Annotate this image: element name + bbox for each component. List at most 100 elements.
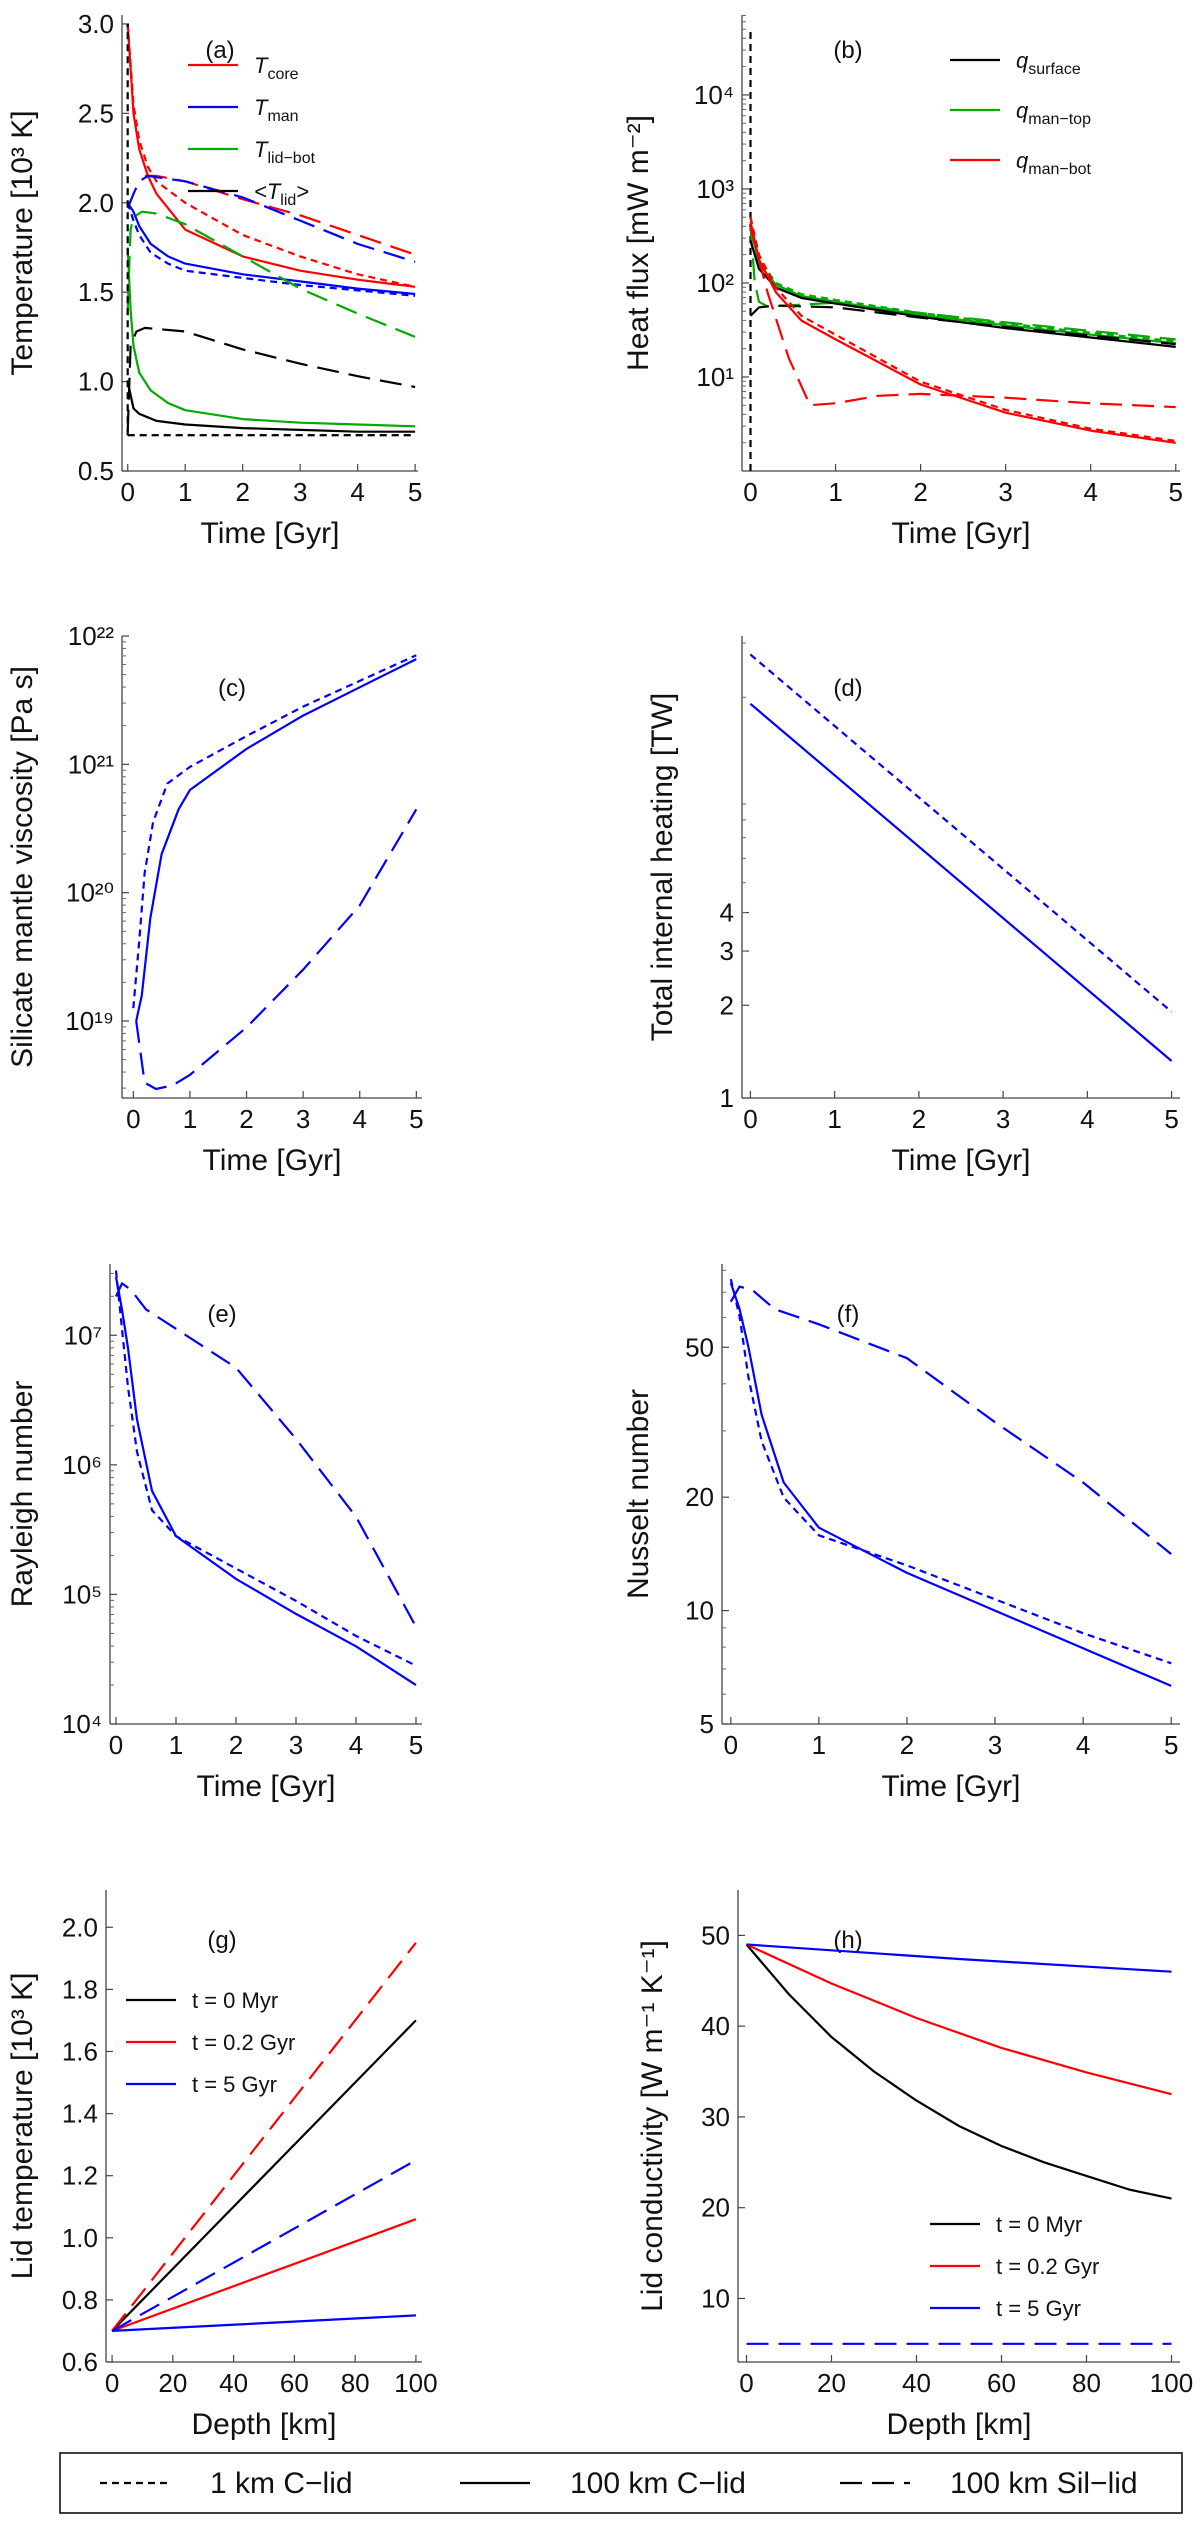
- legend-label: t = 0.2 Gyr: [192, 2030, 295, 2055]
- x-tick-label: 2: [239, 1104, 253, 1134]
- legend-label: t = 5 Gyr: [192, 2072, 277, 2097]
- series-line-solid: [112, 2314, 416, 2332]
- x-tick-label: 3: [289, 1730, 303, 1760]
- legend-subscript: man−bot: [1028, 161, 1091, 178]
- legend-symbol: q: [1016, 148, 1029, 173]
- legend-label: Tlid−bot: [254, 137, 316, 167]
- x-tick-label: 1: [178, 477, 192, 507]
- y-axis-label: Lid temperature [10³ K]: [6, 1973, 39, 2280]
- y-axis-label: Temperature [10³ K]: [6, 110, 39, 375]
- bottom-legend-label: 1 km C−lid: [210, 2467, 353, 2500]
- legend-symbol: q: [1016, 98, 1029, 123]
- legend-label: qsurface: [1016, 48, 1081, 78]
- x-tick-label: 0: [743, 477, 757, 507]
- series-line-short-dash: [749, 653, 1173, 1013]
- y-tick-label: 50: [685, 1332, 714, 1362]
- series-line-short-dash: [126, 202, 416, 297]
- y-axis-label: Heat flux [mW m⁻²]: [622, 115, 655, 371]
- series-group: [126, 23, 416, 437]
- series-group: [729, 1278, 1172, 1687]
- x-tick-label: 3: [996, 1104, 1010, 1134]
- x-tick-label: 5: [409, 1104, 423, 1134]
- y-tick-label: 2.0: [78, 188, 114, 218]
- y-tick-label: 40: [701, 2011, 730, 2041]
- legend-label: t = 5 Gyr: [996, 2296, 1081, 2321]
- series-line-short-dash: [749, 216, 1176, 442]
- x-tick-label: 0: [109, 1730, 123, 1760]
- series-line-long-dash: [115, 1282, 417, 1628]
- x-tick-label: 100: [1150, 2368, 1193, 2398]
- y-axis-label: Rayleigh number: [6, 1381, 39, 1608]
- y-tick-label: 10⁷: [64, 1320, 102, 1350]
- x-tick-label: 2: [900, 1730, 914, 1760]
- x-axis-label: Time [Gyr]: [892, 1144, 1031, 1177]
- y-tick-label: 10¹⁹: [65, 1006, 114, 1036]
- x-tick-label: 4: [1083, 477, 1097, 507]
- series-line-solid: [746, 1943, 1172, 1973]
- y-axis-label: Silicate mantle viscosity [Pa s]: [6, 666, 39, 1068]
- y-tick-label: 1: [720, 1083, 734, 1113]
- legend-symbol: <T: [254, 179, 282, 204]
- y-tick-label: 0.6: [62, 2347, 98, 2377]
- y-tick-label: 2.0: [62, 1912, 98, 1942]
- y-tick-label: 1.0: [62, 2223, 98, 2253]
- legend-symbol: q: [1016, 48, 1029, 73]
- y-axis-label: Lid conductivity [W m⁻¹ K⁻¹]: [636, 1940, 669, 2312]
- legend-subscript: man−top: [1028, 111, 1091, 128]
- chart-panel-c: 0 1 2 3 4 5 10¹⁹ 10²⁰ 10²¹ 10²² Time [Gyr] Silicate…: [6, 621, 424, 1177]
- legend-label: Tman: [254, 95, 299, 125]
- x-axis-label: Time [Gyr]: [197, 1770, 336, 1803]
- y-tick-label: 10²¹: [68, 749, 115, 779]
- series-line-long-dash: [111, 2159, 417, 2332]
- series-group: [111, 1942, 417, 2332]
- y-tick-label: 1.0: [78, 367, 114, 397]
- x-axis-label: Depth [km]: [191, 2408, 336, 2441]
- x-tick-label: 40: [219, 2368, 248, 2398]
- y-tick-label: 10: [685, 1596, 714, 1626]
- series-line-long-dash: [126, 210, 416, 338]
- y-tick-label: 1.2: [62, 2161, 98, 2191]
- series-line-solid: [745, 1943, 1172, 2200]
- panel-label: (d): [833, 675, 862, 702]
- x-tick-label: 80: [341, 2368, 370, 2398]
- series-line-long-dash: [729, 1285, 1172, 1555]
- x-tick-label: 5: [409, 1730, 423, 1760]
- x-tick-label: 0: [126, 1104, 140, 1134]
- legend-label: qman−top: [1016, 98, 1091, 128]
- y-tick-label: 1.8: [62, 1974, 98, 2004]
- x-tick-label: 20: [158, 2368, 187, 2398]
- series-line-short-dash: [132, 654, 417, 1009]
- series-line-solid: [126, 247, 416, 428]
- series-line-solid: [111, 2218, 417, 2332]
- x-tick-label: 1: [183, 1104, 197, 1134]
- series-line-solid: [126, 23, 416, 288]
- legend-symbol: T: [254, 137, 269, 162]
- y-tick-label: 4: [720, 898, 734, 928]
- series-line-long-dash: [749, 226, 1176, 409]
- x-tick-label: 4: [353, 1104, 367, 1134]
- legend-subscript: core: [267, 66, 298, 83]
- x-tick-label: 0: [739, 2368, 753, 2398]
- panel-label: (c): [218, 675, 246, 702]
- series-line-solid: [749, 226, 1176, 345]
- series-line-solid: [126, 202, 416, 296]
- y-axis-label: Nusselt number: [622, 1389, 655, 1599]
- chart-panel-g: 0 20 40 60 80 100 0.6 0.8 1.0 1.2 1.4 1.6 1.8 2.0 Dept…: [6, 1890, 438, 2441]
- series-line-long-dash: [126, 326, 416, 432]
- series-line-solid: [111, 2019, 417, 2332]
- bottom-legend-frame: [59, 2452, 1183, 2514]
- legend-suffix: >: [296, 179, 309, 204]
- x-tick-label: 1: [812, 1730, 826, 1760]
- x-axis-label: Time [Gyr]: [882, 1770, 1021, 1803]
- x-tick-label: 5: [1164, 1104, 1178, 1134]
- y-tick-label: 10¹: [696, 362, 734, 392]
- y-tick-label: 30: [701, 2102, 730, 2132]
- legend-label: <Tlid>: [254, 179, 309, 209]
- x-tick-label: 1: [828, 477, 842, 507]
- y-tick-label: 5: [700, 1709, 714, 1739]
- x-tick-label: 4: [350, 477, 364, 507]
- series-line-solid: [729, 1282, 1172, 1687]
- x-tick-label: 2: [235, 477, 249, 507]
- x-tick-label: 0: [743, 1104, 757, 1134]
- y-tick-label: 10: [701, 2283, 730, 2313]
